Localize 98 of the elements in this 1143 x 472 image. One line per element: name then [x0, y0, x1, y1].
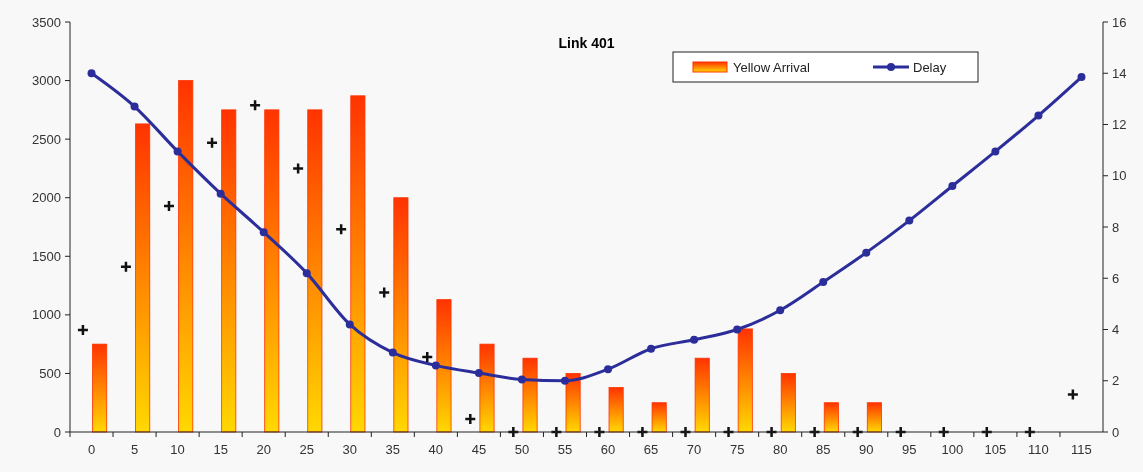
bar — [780, 373, 796, 433]
point — [173, 147, 182, 156]
point — [291, 162, 305, 175]
x-tick-label: 15 — [213, 442, 228, 457]
x-tick-label: 0 — [87, 442, 96, 457]
point — [205, 136, 219, 149]
point — [345, 320, 354, 329]
bar — [92, 343, 108, 433]
bar — [823, 402, 839, 433]
point — [474, 369, 483, 378]
point — [560, 376, 569, 385]
y2-tick-label: 12 — [1112, 117, 1127, 133]
x-tick-label: 60 — [600, 442, 616, 457]
y2-tick-label: 16 — [1112, 14, 1127, 30]
bar — [264, 109, 280, 433]
x-tick-label: 115 — [1071, 442, 1092, 457]
point — [1066, 388, 1080, 401]
bar — [350, 95, 366, 433]
x-tick-label: 75 — [729, 442, 745, 457]
point — [248, 98, 262, 112]
x-tick-label: 105 — [984, 442, 1007, 457]
x-tick-label: 35 — [385, 442, 401, 457]
x-tick-label: 85 — [815, 442, 831, 457]
y-tick-label: 3000 — [32, 73, 61, 89]
y2-tick-label: 8 — [1112, 219, 1120, 235]
y2-tick-label: 2 — [1112, 373, 1120, 389]
y-tick-label: 0 — [53, 424, 61, 440]
point — [819, 278, 828, 287]
point — [862, 248, 871, 257]
point — [377, 286, 391, 299]
point — [302, 269, 311, 278]
point — [388, 348, 397, 357]
point — [1034, 111, 1043, 120]
y-tick-label: 3500 — [32, 14, 61, 30]
point — [259, 228, 268, 237]
point — [216, 189, 225, 198]
y-tick-label: 2000 — [32, 190, 61, 206]
bar — [737, 328, 753, 433]
x-tick-label: 5 — [130, 442, 139, 457]
y2-tick-label: 4 — [1112, 322, 1120, 338]
y-tick-label: 1500 — [32, 248, 61, 264]
point — [1077, 73, 1086, 82]
point — [130, 102, 139, 111]
bar — [565, 373, 581, 433]
point — [517, 375, 526, 384]
x-tick-label: 55 — [557, 442, 573, 457]
x-tick-label: 20 — [256, 442, 271, 457]
point — [948, 182, 957, 190]
x-tick-label: 90 — [859, 442, 874, 457]
point — [776, 306, 785, 315]
point — [431, 361, 440, 370]
point — [991, 147, 1000, 156]
point — [119, 260, 133, 274]
bar — [221, 109, 237, 433]
y2-tick-label: 6 — [1112, 270, 1120, 286]
point — [604, 365, 613, 374]
x-tick-label: 80 — [772, 442, 788, 457]
point — [421, 350, 434, 364]
y2-tick-label: 0 — [1112, 424, 1120, 440]
point — [690, 335, 699, 344]
bar — [651, 402, 667, 433]
point — [87, 69, 96, 78]
x-tick-label: 25 — [299, 442, 314, 457]
bar — [866, 402, 882, 433]
point — [464, 412, 477, 426]
x-tick-label: 70 — [686, 442, 702, 457]
point — [76, 323, 90, 337]
bar — [608, 387, 624, 433]
x-tick-label: 100 — [941, 442, 964, 457]
y2-tick-label: 10 — [1112, 168, 1127, 184]
point — [905, 216, 914, 225]
legend-label: Yellow Arrival — [733, 59, 810, 75]
bar — [178, 80, 194, 433]
x-tick-label: 10 — [170, 442, 185, 457]
x-tick-label: 65 — [643, 442, 659, 457]
x-tick-label: 30 — [342, 442, 358, 457]
bar — [135, 123, 151, 433]
point — [162, 199, 176, 213]
bar — [393, 197, 409, 433]
y-tick-label: 500 — [39, 365, 61, 381]
x-tick-label: 40 — [428, 442, 444, 457]
y-tick-label: 1000 — [32, 307, 61, 323]
y-tick-label: 2500 — [32, 131, 61, 147]
point — [334, 223, 348, 236]
bar — [694, 357, 710, 433]
bar — [436, 299, 452, 433]
point — [733, 325, 742, 334]
text: Link 401 — [558, 35, 615, 51]
x-tick-label: 50 — [514, 442, 530, 457]
point — [647, 344, 656, 353]
legend-label: Delay — [913, 59, 947, 75]
y2-tick-label: 14 — [1112, 65, 1127, 81]
x-tick-label: 95 — [902, 442, 917, 457]
bar — [522, 357, 538, 433]
x-tick-label: 110 — [1028, 442, 1049, 457]
bar — [479, 343, 495, 433]
x-tick-label: 45 — [471, 442, 487, 457]
bar — [307, 109, 323, 433]
